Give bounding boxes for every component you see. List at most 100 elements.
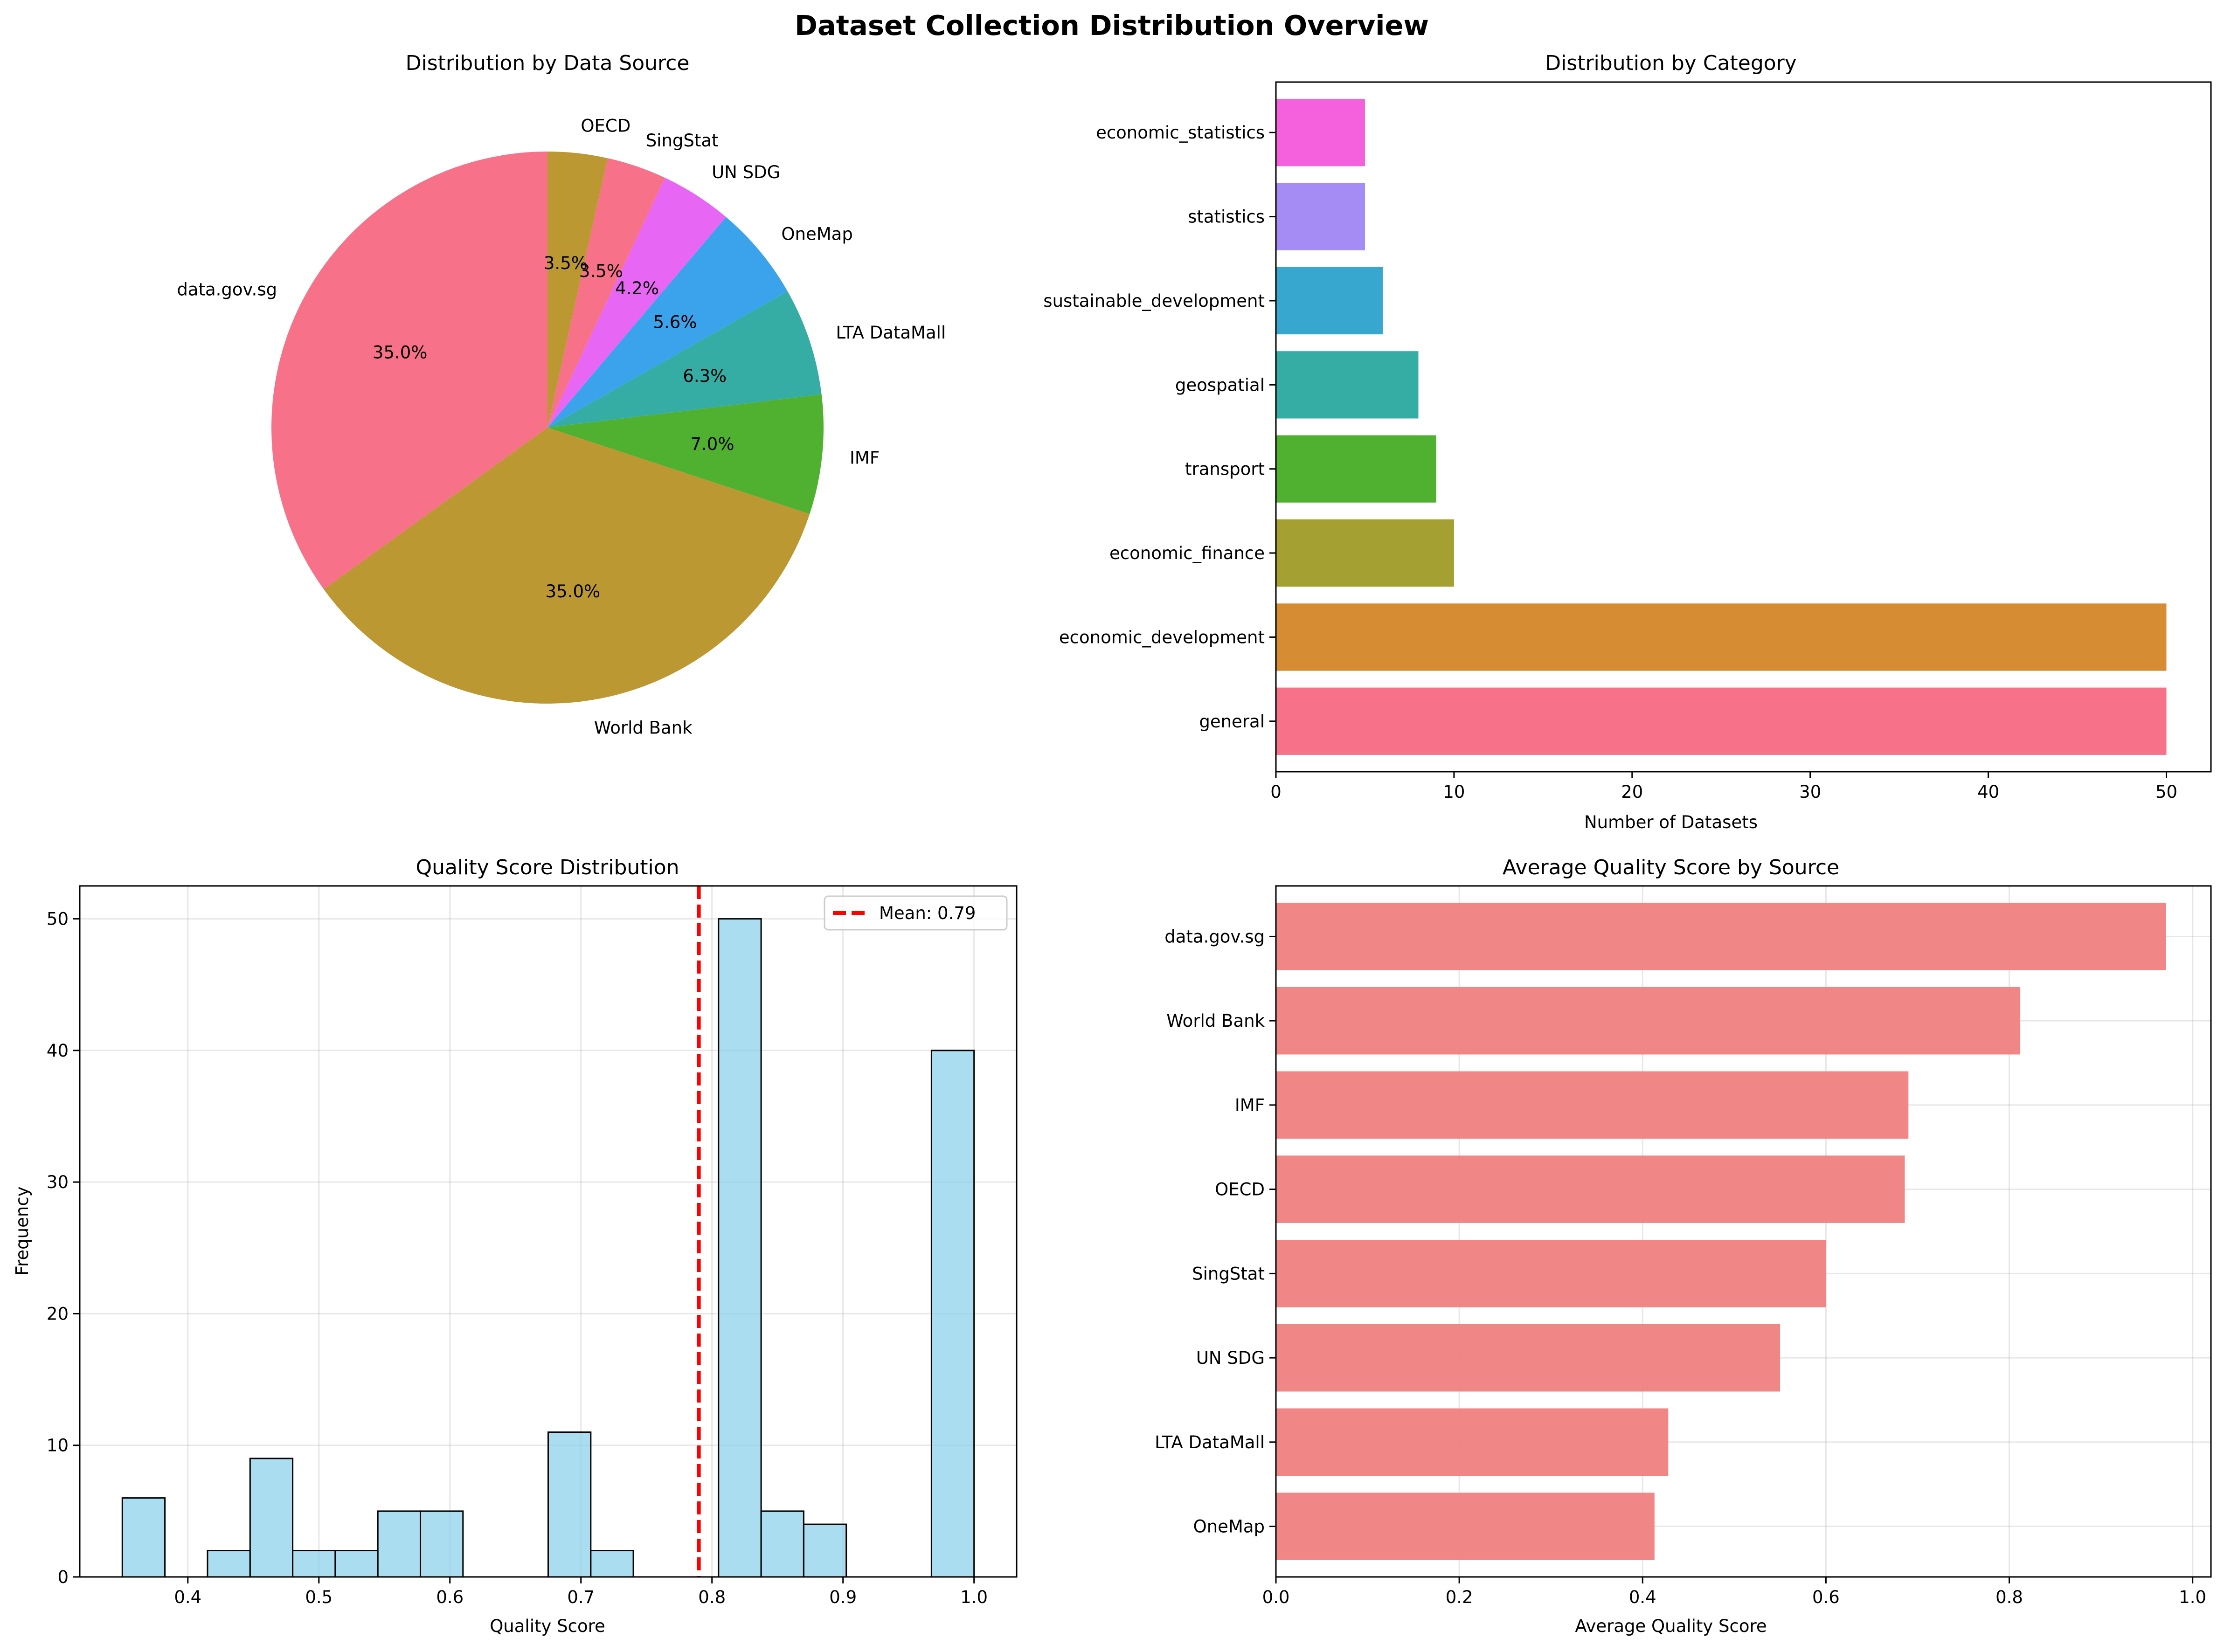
histogram-bar	[547, 1431, 592, 1578]
histogram-panel: Quality Score Distribution 0.4 0.5 0.6 0.7 0…	[12, 856, 1018, 1636]
category-axes-frame	[1275, 81, 2212, 773]
histogram-bar	[207, 1550, 251, 1578]
pie-percent-singstat: 3.5%	[579, 261, 623, 281]
quality-y-tick-label: LTA DataMall	[1155, 1432, 1265, 1452]
histogram-x-tick-label: 0.6	[436, 1587, 464, 1607]
histogram-y-tick-label: 0	[57, 1567, 69, 1587]
pie-label-singstat: SingStat	[646, 131, 719, 151]
category-bar-economic-development	[1276, 603, 2167, 671]
quality-by-source-panel: Average Quality Score by Source OneMap LT…	[1155, 856, 2212, 1636]
pie-slice-world-bank	[324, 428, 810, 704]
category-bar-geospatial	[1276, 351, 1419, 419]
pie-slice-onemap	[547, 217, 788, 428]
histogram-x-tick-label: 1.0	[960, 1587, 988, 1607]
histogram-y-tick-label: 50	[47, 909, 69, 929]
pie-label-un-sdg: UN SDG	[712, 162, 780, 182]
pie-label-lta-datamall: LTA DataMall	[836, 323, 946, 343]
histogram-x-tick-label: 0.8	[698, 1587, 726, 1607]
category-y-tick-label: transport	[1185, 459, 1265, 479]
category-y-tick-label: general	[1199, 712, 1265, 732]
quality-y-tick-label: OECD	[1215, 1180, 1265, 1200]
quality-bar-world-bank	[1276, 987, 2021, 1055]
category-y-tick-label: economic_finance	[1109, 543, 1265, 563]
histogram-bar	[334, 1550, 379, 1578]
category-bar-general	[1276, 687, 2167, 755]
pie-percent-un-sdg: 4.2%	[615, 278, 659, 298]
pie-percent-data-gov-sg: 35.0%	[373, 342, 428, 362]
histogram-bar	[121, 1497, 166, 1578]
pie-label-imf: IMF	[850, 448, 880, 468]
category-y-tick-label: economic_development	[1059, 627, 1265, 647]
histogram-x-tick-label: 0.5	[305, 1587, 333, 1607]
quality-x-axis-label: Average Quality Score	[1575, 1616, 1767, 1636]
pie-percent-imf: 7.0%	[691, 434, 734, 454]
quality-axes-frame	[1275, 885, 2212, 1578]
category-x-tick-label: 20	[1621, 782, 1643, 802]
histogram-bar	[377, 1510, 422, 1578]
category-bar-sustainable-development	[1276, 267, 1383, 335]
pie-label-data-gov-sg: data.gov.sg	[177, 280, 277, 300]
category-bar-economic-finance	[1276, 519, 1454, 587]
quality-x-tick-label: 0.2	[1446, 1587, 1473, 1607]
pie-slice-lta-datamall	[547, 291, 822, 428]
category-bar-economic-statistics	[1276, 99, 1365, 166]
histogram-bar	[590, 1550, 634, 1578]
figure-title: Dataset Collection Distribution Overview	[795, 9, 1429, 41]
quality-bar-un-sdg	[1276, 1324, 1781, 1392]
quality-x-tick-label: 1.0	[2179, 1587, 2206, 1607]
histogram-bar	[718, 918, 762, 1578]
quality-x-tick-label: 0.8	[1995, 1587, 2023, 1607]
category-y-tick-label: economic_statistics	[1096, 123, 1265, 143]
pie-percent-onemap: 5.6%	[653, 312, 697, 332]
histogram-x-tick-label: 0.4	[174, 1587, 201, 1607]
pie-slice-oecd	[547, 152, 608, 428]
histogram-bar	[420, 1510, 464, 1578]
quality-by-source-title: Average Quality Score by Source	[1503, 856, 1839, 879]
category-x-tick-label: 0	[1270, 782, 1282, 802]
histogram-bar	[760, 1510, 804, 1578]
pie-label-oecd: OECD	[581, 116, 630, 136]
histogram-x-tick-label: 0.9	[829, 1587, 857, 1607]
category-chart-panel: Distribution by Category general economic…	[1043, 51, 2212, 832]
histogram-bar	[930, 1050, 975, 1578]
histogram-y-tick-label: 10	[47, 1436, 69, 1456]
histogram-bar	[292, 1550, 336, 1578]
histogram-legend: Mean: 0.79	[824, 895, 1008, 931]
quality-y-tick-label: World Bank	[1166, 1011, 1265, 1031]
quality-bar-imf	[1276, 1071, 1909, 1139]
category-y-tick-label: sustainable_development	[1043, 291, 1265, 311]
quality-x-tick-label: 0.0	[1262, 1587, 1290, 1607]
histogram-x-tick-label: 0.7	[567, 1587, 595, 1607]
quality-bar-lta-datamall	[1276, 1408, 1669, 1476]
quality-y-tick-label: SingStat	[1192, 1264, 1265, 1284]
quality-y-tick-label: IMF	[1235, 1095, 1265, 1115]
quality-bar-singstat	[1276, 1240, 1826, 1307]
pie-percent-lta-datamall: 6.3%	[683, 366, 727, 386]
category-x-axis-label: Number of Datasets	[1584, 812, 1758, 832]
histogram-y-tick-label: 30	[47, 1172, 69, 1192]
quality-y-tick-label: OneMap	[1193, 1517, 1265, 1537]
category-x-tick-label: 50	[2155, 782, 2177, 802]
histogram-axes-frame	[79, 885, 1018, 1578]
category-x-tick-label: 40	[1977, 782, 1999, 802]
category-y-tick-label: statistics	[1188, 207, 1265, 227]
histogram-bar	[249, 1458, 294, 1578]
quality-x-tick-label: 0.6	[1812, 1587, 1840, 1607]
category-x-tick-label: 10	[1443, 782, 1465, 802]
quality-bar-onemap	[1276, 1493, 1655, 1560]
pie-slice-imf	[547, 394, 824, 514]
pie-chart-panel: Distribution by Data Source data.gov.sg 3…	[177, 51, 946, 738]
quality-bar-data-gov-sg	[1276, 903, 2166, 970]
pie-percent-world-bank: 35.0%	[546, 581, 601, 601]
category-y-tick-label: geospatial	[1175, 375, 1265, 395]
histogram-legend-label: Mean: 0.79	[879, 903, 976, 923]
histogram-bar	[803, 1523, 847, 1578]
category-bar-transport	[1276, 435, 1436, 503]
histogram-x-axis-label: Quality Score	[490, 1616, 605, 1636]
quality-y-tick-label: data.gov.sg	[1164, 926, 1265, 947]
histogram-y-tick-label: 40	[47, 1041, 69, 1061]
pie-slice-data-gov-sg	[271, 152, 547, 589]
histogram-y-tick-label: 20	[47, 1304, 69, 1324]
histogram-legend-box	[824, 895, 1008, 931]
